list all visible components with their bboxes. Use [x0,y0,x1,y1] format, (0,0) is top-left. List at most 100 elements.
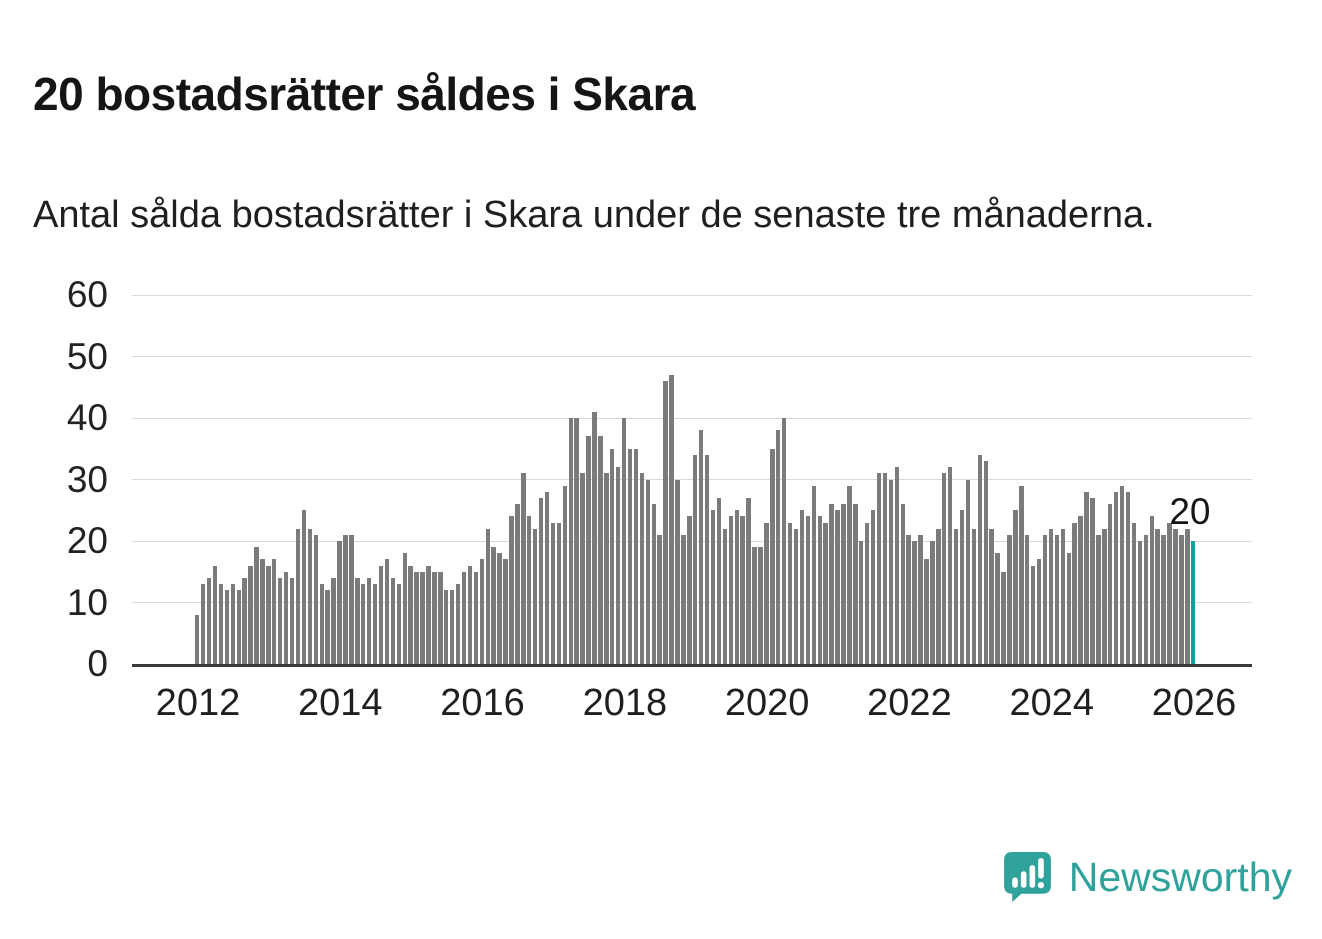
bar [319,584,324,664]
bar [390,577,396,664]
chart-title: 20 bostadsrätter såldes i Skara [33,67,696,120]
bar [230,584,235,664]
bar [1185,528,1190,664]
bar [1161,534,1166,664]
bar [1048,528,1054,664]
bar [432,571,437,664]
bar [1066,553,1071,664]
bar [212,565,218,664]
bar [1167,522,1172,664]
bar [906,534,911,664]
bar [509,516,514,664]
bar [1013,510,1018,664]
bar [693,454,698,664]
bar [1113,491,1119,664]
bar [942,473,947,664]
bar [989,528,994,664]
bar [461,571,467,664]
y-tick-label: 20 [66,520,108,561]
bar [900,504,905,664]
bar [1090,497,1095,664]
bar [722,528,728,664]
bar-highlight [1191,541,1196,664]
bar [1060,528,1066,664]
newsworthy-logo-icon [1003,852,1051,902]
bar [1108,504,1113,664]
last-bar-value-label: 20 [1169,491,1211,532]
bar [455,584,461,664]
bar [195,614,200,664]
bar [663,381,668,664]
bar [562,485,568,664]
bar [947,467,953,664]
bar [675,479,680,664]
bar [604,473,609,664]
bar [532,528,538,664]
bar [444,590,449,664]
y-axis: 0 10 20 30 40 50 60 [0,274,122,684]
x-axis: 2012 2014 2016 2018 2020 2022 2024 2026 [132,682,1252,732]
bar [781,418,787,664]
bar [521,473,526,664]
bar [497,553,502,664]
bar [965,479,971,664]
y-tick-label: 40 [66,397,108,438]
bar-series [195,295,1197,664]
gridline [132,540,1252,542]
bar [224,590,230,664]
x-tick-label: 2022 [867,682,952,724]
x-tick-label: 2018 [582,682,668,724]
bar [817,516,822,664]
bar [936,528,941,664]
bar [1096,534,1101,664]
x-tick-label: 2026 [1151,682,1237,724]
bar [1001,571,1006,664]
bar [669,374,674,664]
gridline [132,356,1252,357]
bar [278,577,283,664]
bar [764,522,769,664]
bar [449,590,455,664]
bar [876,473,882,664]
bar [1155,528,1160,664]
bar [1042,534,1048,664]
bar [349,534,354,664]
bar [787,522,793,664]
bar [1143,534,1149,664]
brand-footer: Newsworthy [1000,849,1292,905]
gridline [132,479,1252,480]
bar [1131,522,1137,664]
bar [366,577,372,664]
bar [681,534,686,664]
bar [610,448,615,664]
bar [864,522,870,664]
bar [1030,565,1036,664]
bar [307,528,313,664]
bar [491,547,496,664]
bar [1119,485,1125,664]
bar [615,467,621,664]
bar [1054,534,1060,664]
bar [527,516,532,664]
x-tick-label: 2024 [1009,682,1095,724]
y-tick-label: 0 [87,643,108,684]
bar [378,565,384,664]
bar [402,553,407,664]
bar [639,473,645,664]
bar [1137,541,1143,664]
bar [438,571,443,664]
bar [485,528,490,664]
bar [770,448,775,664]
bar [912,541,917,664]
bar [538,497,544,664]
bar [971,528,977,664]
x-tick-label: 2012 [155,682,241,724]
bar [918,534,923,664]
y-tick-label: 50 [66,335,108,377]
bar [420,571,425,664]
bar [835,510,840,664]
gridline [132,417,1252,419]
bar [953,528,959,664]
bar [704,454,710,664]
